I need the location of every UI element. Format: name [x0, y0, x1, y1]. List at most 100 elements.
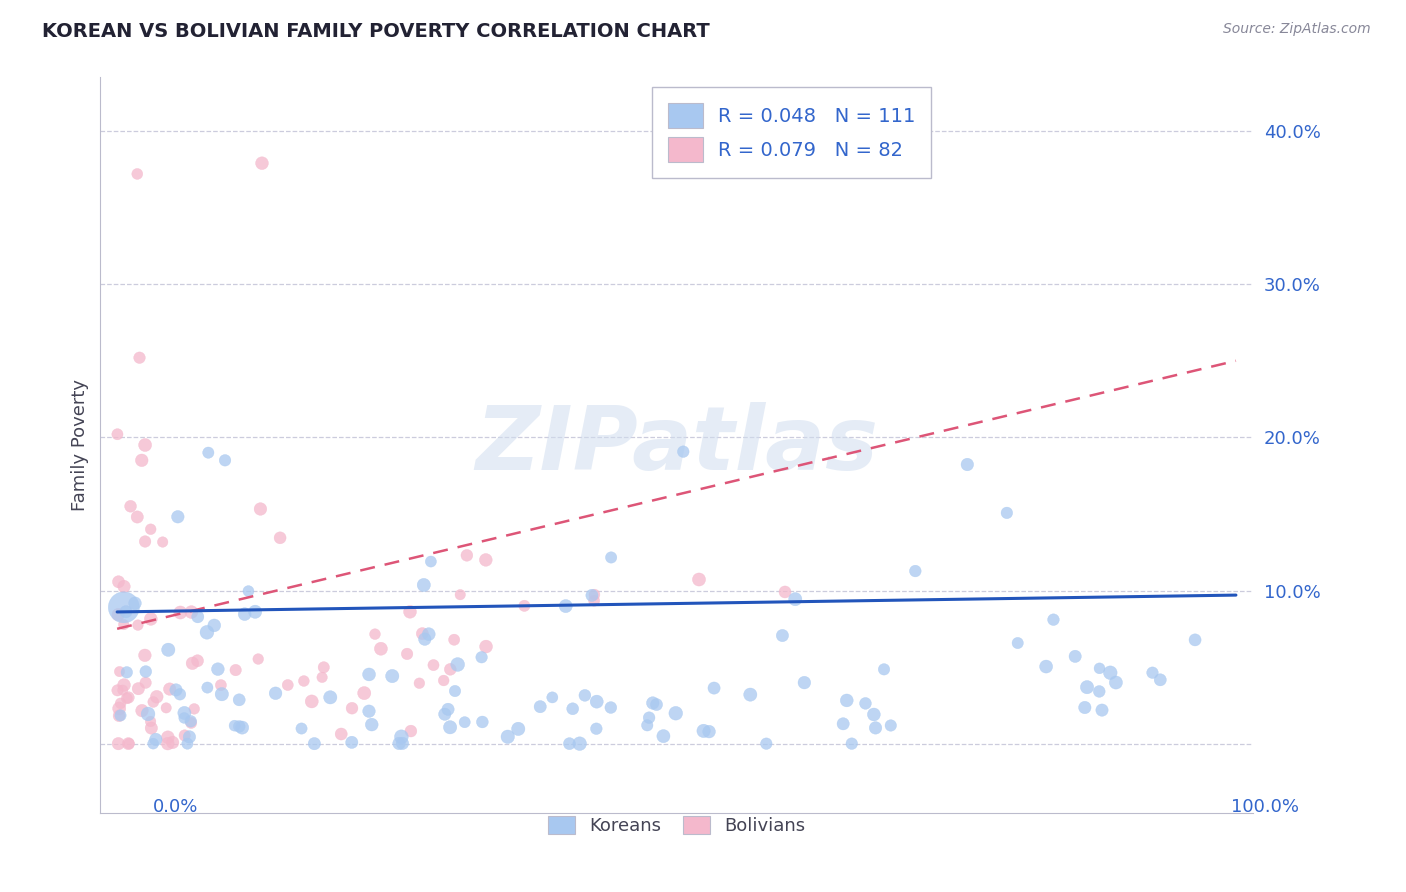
- Point: [443, 632, 465, 647]
- Point: [207, 662, 229, 676]
- Text: ZIPatlas: ZIPatlas: [475, 401, 877, 489]
- Point: [904, 564, 927, 578]
- Point: [187, 609, 209, 624]
- Point: [155, 701, 177, 715]
- Point: [214, 453, 236, 467]
- Point: [290, 722, 312, 736]
- Point: [636, 718, 658, 732]
- Point: [159, 682, 181, 697]
- Point: [108, 701, 131, 715]
- Point: [433, 707, 456, 722]
- Point: [1007, 636, 1029, 650]
- Point: [166, 509, 188, 524]
- Point: [471, 714, 494, 729]
- Point: [583, 594, 606, 608]
- Point: [107, 683, 129, 698]
- Point: [127, 510, 149, 524]
- Point: [418, 627, 440, 641]
- Point: [585, 695, 607, 709]
- Point: [399, 724, 422, 739]
- Point: [353, 686, 375, 700]
- Point: [110, 708, 132, 723]
- Point: [197, 681, 219, 695]
- Point: [357, 667, 380, 681]
- Point: [111, 683, 134, 698]
- Point: [115, 665, 138, 680]
- Point: [449, 588, 471, 602]
- Point: [238, 584, 260, 599]
- Point: [108, 708, 131, 723]
- Point: [554, 599, 576, 613]
- Point: [456, 549, 478, 563]
- Point: [873, 662, 896, 676]
- Point: [233, 607, 256, 621]
- Point: [115, 605, 138, 619]
- Point: [139, 714, 162, 729]
- Point: [412, 578, 434, 592]
- Point: [250, 156, 273, 170]
- Point: [1142, 665, 1164, 680]
- Point: [128, 351, 150, 365]
- Point: [1042, 613, 1064, 627]
- Point: [134, 438, 156, 452]
- Point: [112, 600, 135, 615]
- Point: [697, 724, 720, 739]
- Point: [1088, 661, 1111, 675]
- Point: [107, 737, 129, 751]
- Point: [312, 660, 335, 674]
- Point: [585, 722, 607, 736]
- Point: [841, 737, 863, 751]
- Point: [422, 658, 444, 673]
- Point: [558, 737, 581, 751]
- Point: [176, 737, 198, 751]
- Point: [165, 682, 187, 697]
- Point: [599, 700, 621, 714]
- Legend: Koreans, Bolivians: Koreans, Bolivians: [538, 806, 814, 844]
- Text: Source: ZipAtlas.com: Source: ZipAtlas.com: [1223, 22, 1371, 37]
- Text: 100.0%: 100.0%: [1232, 798, 1299, 816]
- Point: [145, 690, 167, 704]
- Point: [1099, 665, 1122, 680]
- Point: [388, 736, 411, 750]
- Y-axis label: Family Poverty: Family Poverty: [72, 379, 89, 511]
- Point: [411, 626, 433, 640]
- Point: [136, 706, 159, 721]
- Point: [195, 625, 218, 640]
- Point: [156, 731, 179, 745]
- Point: [186, 654, 208, 668]
- Point: [157, 642, 180, 657]
- Point: [1149, 673, 1171, 687]
- Point: [581, 588, 603, 602]
- Point: [112, 580, 135, 594]
- Point: [135, 675, 157, 690]
- Point: [225, 663, 247, 677]
- Point: [773, 585, 796, 599]
- Point: [131, 453, 153, 467]
- Point: [269, 531, 291, 545]
- Point: [134, 534, 156, 549]
- Point: [169, 687, 191, 701]
- Point: [243, 605, 266, 619]
- Point: [277, 678, 299, 692]
- Point: [209, 678, 232, 692]
- Point: [112, 678, 135, 692]
- Point: [139, 522, 162, 536]
- Point: [865, 721, 887, 735]
- Point: [117, 690, 139, 705]
- Point: [292, 673, 315, 688]
- Point: [202, 618, 225, 632]
- Point: [638, 711, 661, 725]
- Point: [755, 737, 778, 751]
- Point: [1035, 659, 1057, 673]
- Point: [173, 728, 195, 742]
- Point: [832, 716, 855, 731]
- Point: [211, 687, 233, 701]
- Point: [439, 720, 461, 734]
- Point: [396, 647, 419, 661]
- Point: [340, 735, 363, 749]
- Point: [454, 715, 477, 730]
- Point: [408, 676, 430, 690]
- Point: [956, 458, 979, 472]
- Point: [124, 596, 146, 610]
- Point: [475, 553, 498, 567]
